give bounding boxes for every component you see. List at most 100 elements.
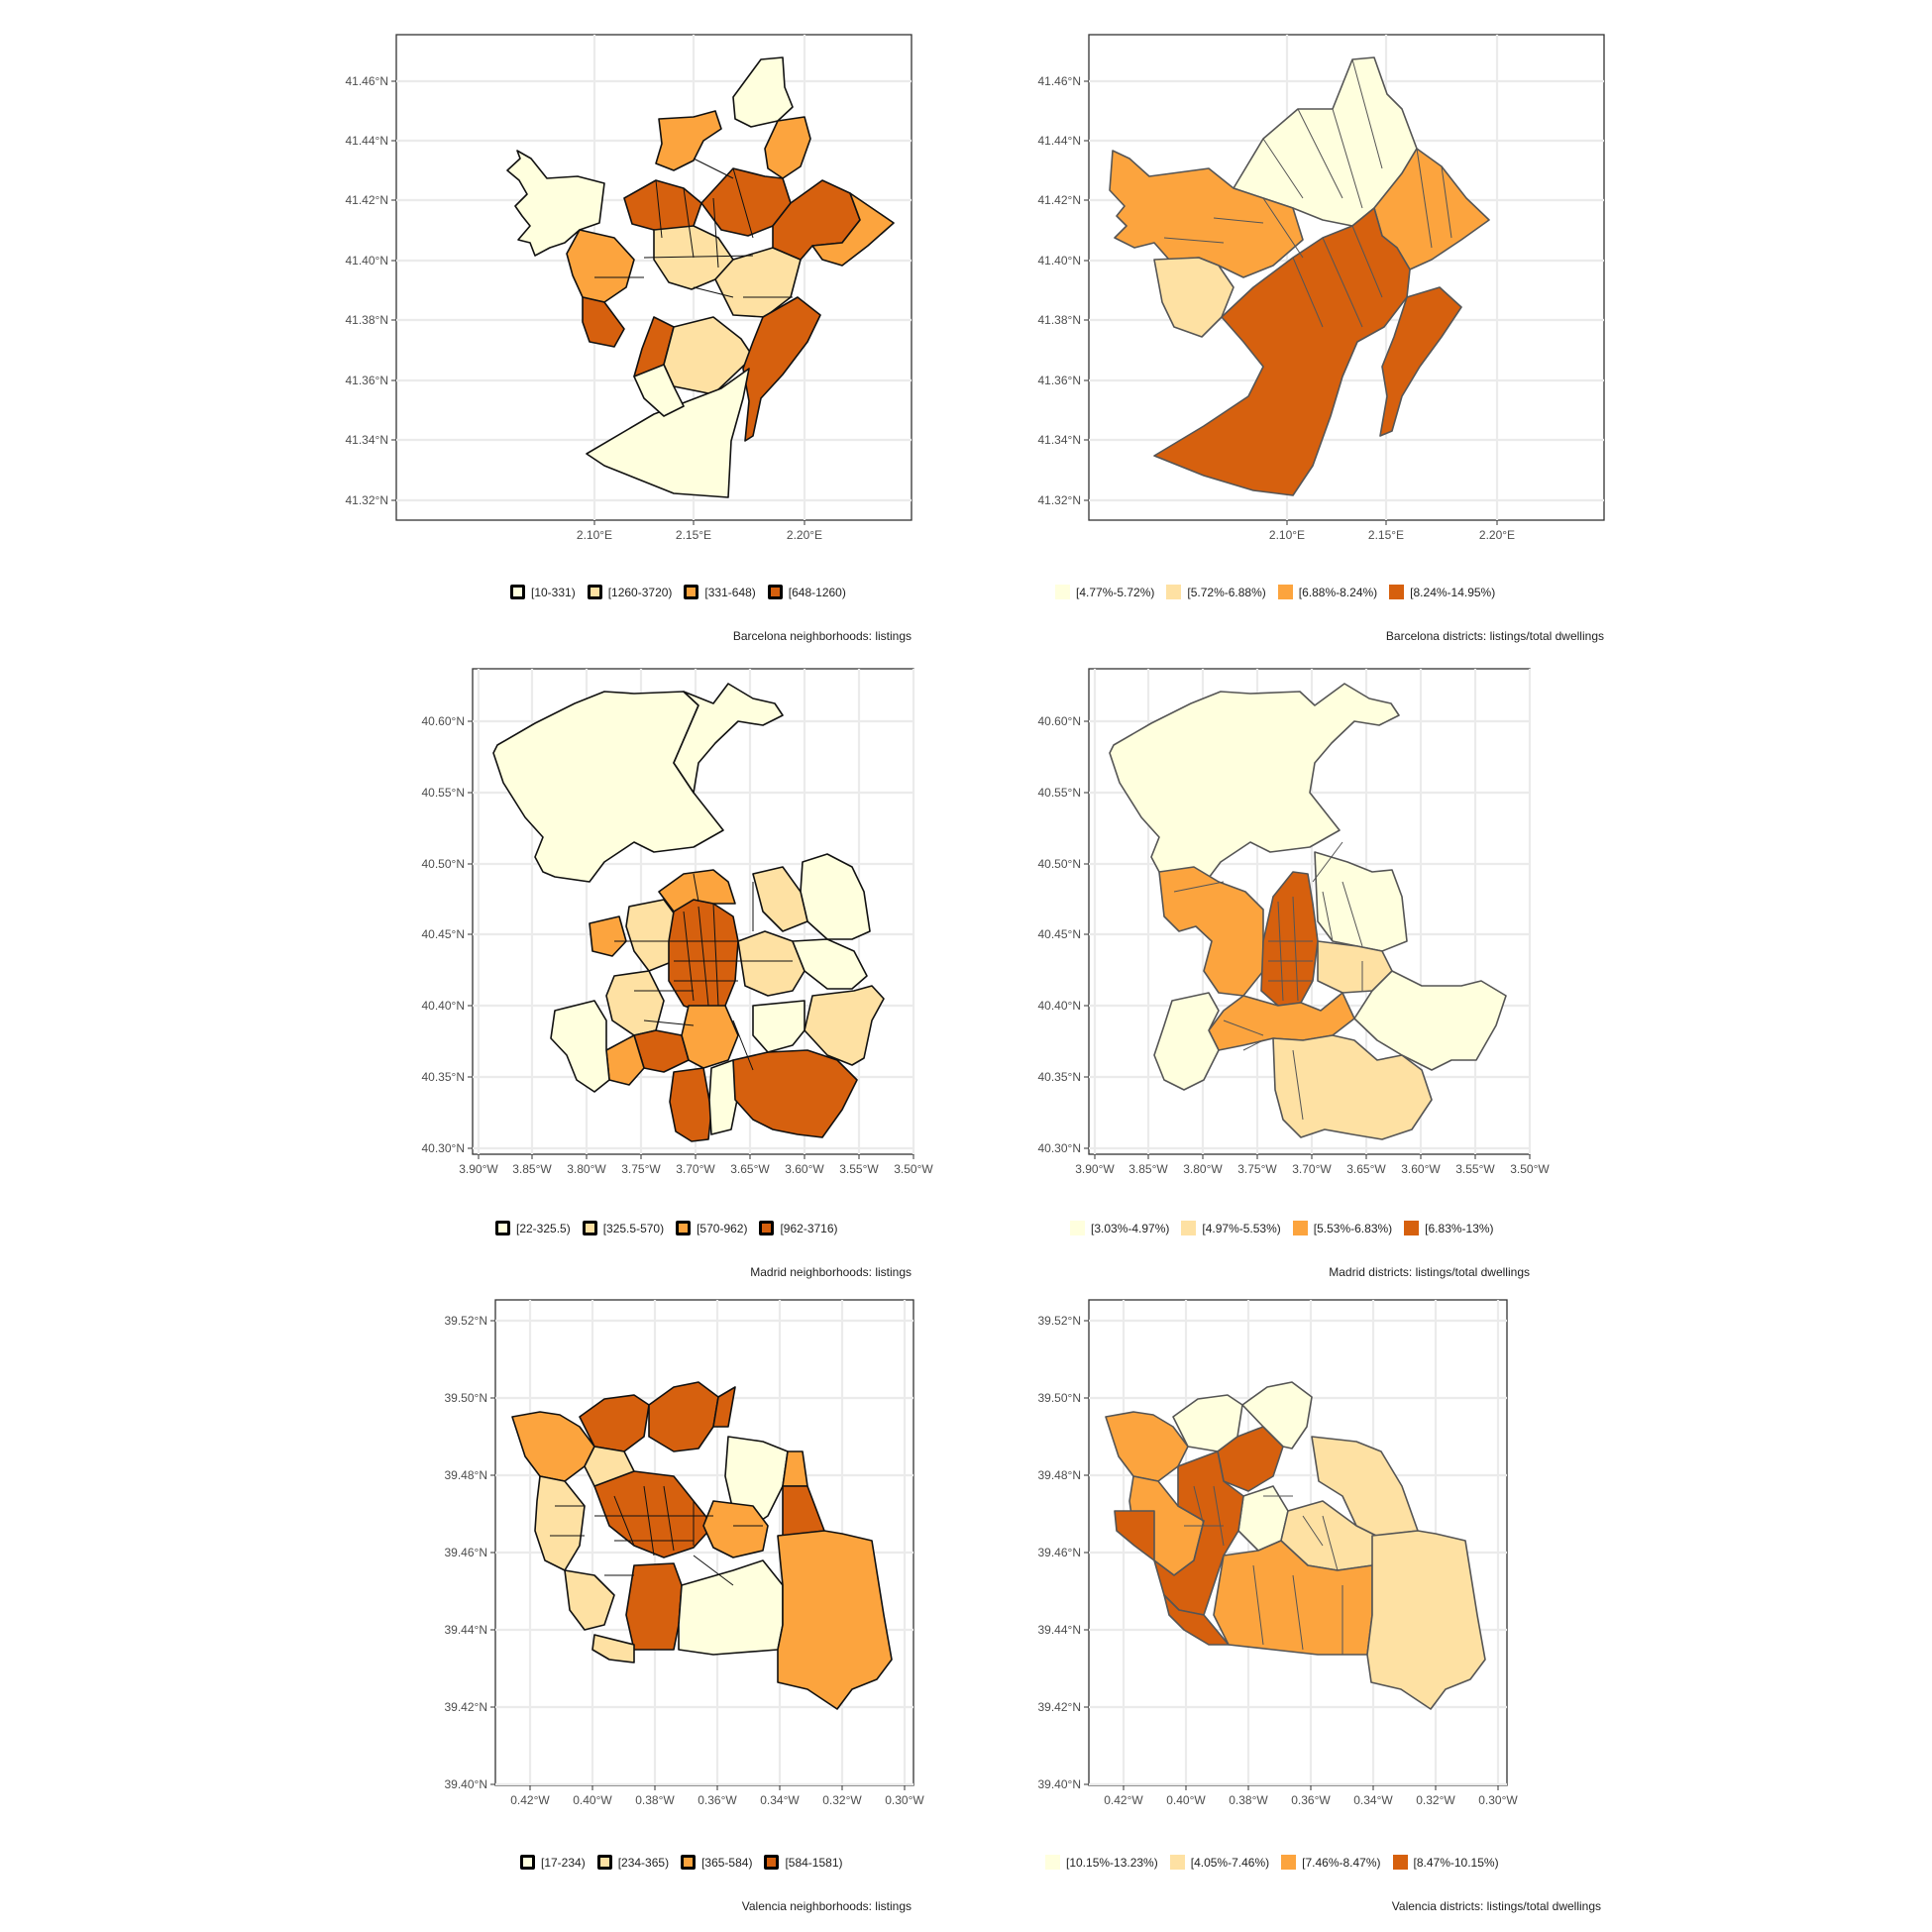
region-center xyxy=(593,1470,714,1558)
x-tick-label: 0.42°W xyxy=(510,1793,550,1807)
region-south-port xyxy=(586,368,750,498)
legend-item: [10.15%-13.23%) xyxy=(1045,1855,1158,1870)
legend-swatch xyxy=(684,585,699,599)
x-tick-label: 3.75°W xyxy=(1237,1162,1277,1176)
legend-item: [325.5-570) xyxy=(582,1221,665,1235)
y-tick-label: 39.50°N xyxy=(1038,1391,1082,1405)
district-south-2 xyxy=(1272,1034,1433,1140)
caption: Barcelona neighborhoods: listings xyxy=(732,629,912,643)
district-sw xyxy=(1163,1594,1230,1646)
district-borders xyxy=(1163,58,1452,328)
caption: Valencia districts: listings/total dwell… xyxy=(1391,1899,1601,1913)
legend-swatch xyxy=(767,585,783,599)
legend-item: [7.46%-8.47%) xyxy=(1281,1855,1381,1870)
district-center xyxy=(1153,207,1411,496)
x-tick-label: 3.50°W xyxy=(1510,1162,1550,1176)
legend-item: [331-648) xyxy=(684,585,756,599)
valencia-neighborhoods-map: 0.42°W 0.40°W 0.38°W 0.36°W 0.34°W 0.32°W 0.30… xyxy=(445,1299,924,1807)
legend-swatch xyxy=(759,1221,775,1235)
legend-item: [17-234) xyxy=(520,1855,586,1870)
madrid-districts-map: 3.90°W 3.85°W 3.80°W 3.75°W 3.70°W 3.65°W 3.60… xyxy=(1038,668,1550,1176)
legend-item: [3.03%-4.97%) xyxy=(1070,1221,1169,1235)
region-east xyxy=(737,930,805,997)
legend-item: [4.77%-5.72%) xyxy=(1055,585,1154,599)
x-tick-label: 3.65°W xyxy=(1346,1162,1386,1176)
x-tick-label: 2.10°E xyxy=(577,528,612,542)
x-tick-label: 0.36°W xyxy=(1291,1793,1331,1807)
x-tick-label: 0.32°W xyxy=(822,1793,862,1807)
region-s1 xyxy=(625,1562,683,1651)
region-south-2 xyxy=(669,1067,712,1142)
panel-valencia-neighborhoods: 0.42°W 0.40°W 0.38°W 0.36°W 0.34°W 0.32°W 0.30… xyxy=(0,1288,966,1932)
y-tick-label: 41.32°N xyxy=(346,493,389,507)
panel-madrid-districts: 3.90°W 3.85°W 3.80°W 3.75°W 3.70°W 3.65°W 3.60… xyxy=(966,644,1932,1288)
legend-label: [7.46%-8.47%) xyxy=(1302,1855,1381,1870)
legend-label: [10.15%-13.23%) xyxy=(1066,1855,1158,1870)
legend-swatch xyxy=(1277,585,1293,599)
region-se xyxy=(777,1530,893,1710)
legend: [4.77%-5.72%) [5.72%-6.88%) [6.88%-8.24%) [… xyxy=(1055,585,1507,599)
legend-label: [8.24%-14.95%) xyxy=(1410,585,1496,599)
x-tick-label: 3.80°W xyxy=(1183,1162,1223,1176)
x-tick-label: 0.38°W xyxy=(635,1793,675,1807)
valencia-districts-map: 0.42°W 0.40°W 0.38°W 0.36°W 0.34°W 0.32°W 0.30… xyxy=(1038,1299,1518,1807)
legend-label: [22-325.5) xyxy=(516,1221,571,1235)
legend-item: [365-584) xyxy=(681,1855,752,1870)
y-tick-label: 40.55°N xyxy=(1038,786,1082,800)
x-tick-label: 3.70°W xyxy=(676,1162,715,1176)
legend-item: [6.83%-13%) xyxy=(1404,1221,1494,1235)
x-tick-label: 0.34°W xyxy=(1353,1793,1393,1807)
region-southeast xyxy=(732,1049,858,1138)
y-tick-label: 41.34°N xyxy=(1038,433,1082,447)
y-tick-label: 41.36°N xyxy=(1038,374,1082,387)
district-se xyxy=(1353,970,1507,1071)
legend-swatch xyxy=(510,585,525,599)
y-tick-label: 40.35°N xyxy=(422,1070,466,1084)
district-n-strip xyxy=(1241,1381,1313,1449)
y-tick-label: 40.60°N xyxy=(1038,714,1082,728)
y-tick-label: 39.50°N xyxy=(445,1391,488,1405)
x-tick-label: 3.65°W xyxy=(730,1162,770,1176)
legend-label: [17-234) xyxy=(541,1855,586,1870)
y-tick-label: 39.48°N xyxy=(445,1468,488,1482)
legend-item: [1260-3720) xyxy=(587,585,673,599)
legend-item: [4.97%-5.53%) xyxy=(1181,1221,1281,1235)
region-east-2 xyxy=(792,938,868,990)
x-ticks: 2.10°E 2.15°E 2.20°E xyxy=(1269,520,1515,542)
x-tick-label: 2.20°E xyxy=(787,528,822,542)
x-tick-label: 3.75°W xyxy=(621,1162,661,1176)
legend-swatch xyxy=(587,585,602,599)
district-nw xyxy=(1105,1411,1189,1482)
legend-item: [234-365) xyxy=(596,1855,669,1870)
x-tick-label: 2.20°E xyxy=(1479,528,1515,542)
region-east-3 xyxy=(804,985,885,1066)
y-tick-label: 41.46°N xyxy=(346,74,389,88)
x-tick-label: 3.70°W xyxy=(1292,1162,1332,1176)
x-ticks: 0.42°W 0.40°W 0.38°W 0.36°W 0.34°W 0.32°W 0.30… xyxy=(510,1785,924,1807)
legend-label: [570-962) xyxy=(697,1221,748,1235)
legend-label: [4.77%-5.72%) xyxy=(1076,585,1155,599)
legend-label: [584-1581) xyxy=(785,1855,843,1870)
legend-item: [8.47%-10.15%) xyxy=(1392,1855,1499,1870)
y-tick-label: 39.52°N xyxy=(445,1314,488,1328)
legend: [17-234) [234-365) [365-584) [584-1581) xyxy=(520,1855,855,1870)
neighborhood-polygons xyxy=(492,683,885,1142)
y-tick-label: 41.44°N xyxy=(346,134,389,148)
x-tick-label: 3.55°W xyxy=(839,1162,879,1176)
region-n4 xyxy=(712,1386,736,1428)
y-tick-label: 41.42°N xyxy=(346,193,389,207)
y-tick-label: 40.30°N xyxy=(422,1141,466,1155)
region-southwest-2 xyxy=(582,296,625,348)
region-southwest-3 xyxy=(550,1000,610,1093)
x-tick-label: 0.30°W xyxy=(1478,1793,1518,1807)
legend-label: [325.5-570) xyxy=(602,1221,665,1235)
legend-item: [5.72%-6.88%) xyxy=(1166,585,1266,599)
legend-label: [1260-3720) xyxy=(607,585,673,599)
region-center-e xyxy=(702,1500,769,1558)
legend-swatch xyxy=(520,1855,535,1870)
y-tick-label: 39.46°N xyxy=(1038,1546,1082,1559)
y-tick-label: 40.50°N xyxy=(1038,857,1082,871)
district-port xyxy=(1379,286,1462,437)
y-tick-label: 40.35°N xyxy=(1038,1070,1082,1084)
legend-swatch xyxy=(495,1221,510,1235)
